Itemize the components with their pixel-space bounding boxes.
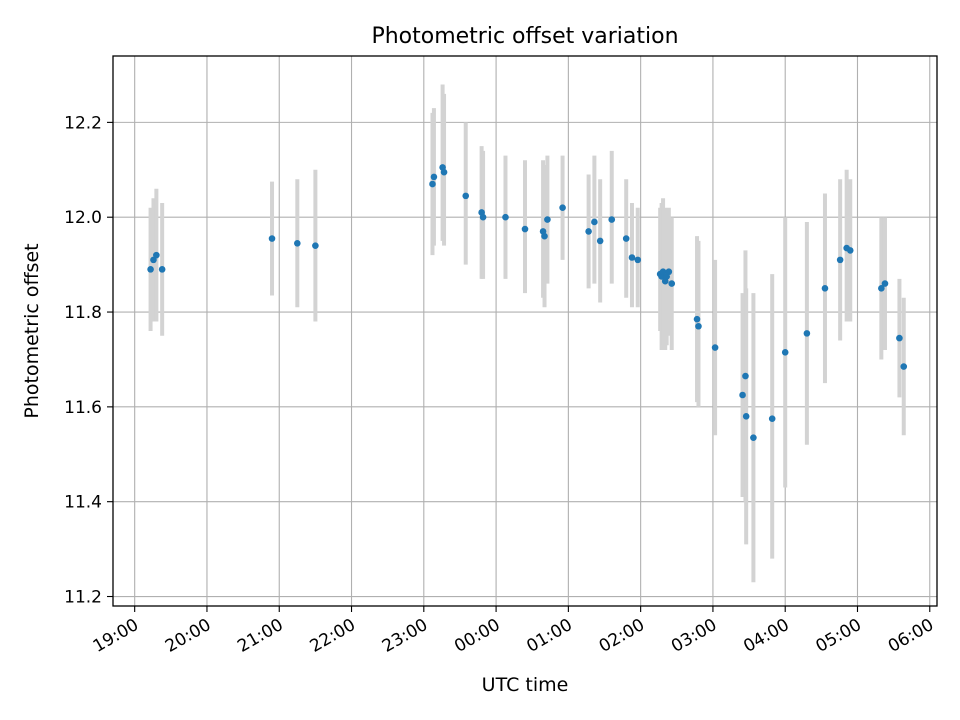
data-point xyxy=(628,254,636,261)
data-point xyxy=(846,247,854,254)
data-point xyxy=(750,434,757,441)
data-point xyxy=(739,391,746,399)
data-point xyxy=(803,330,811,337)
data-point xyxy=(153,251,160,259)
x-axis-label: UTC time xyxy=(482,674,569,696)
data-points xyxy=(147,164,908,441)
plot-frame xyxy=(112,55,938,607)
x-tick-label: 19:00 xyxy=(90,615,142,657)
data-point xyxy=(896,334,903,342)
data-point xyxy=(668,280,676,287)
data-point xyxy=(312,242,319,249)
data-point xyxy=(711,344,719,351)
chart-title: Photometric offset variation xyxy=(371,24,678,49)
y-tick-label: 11.8 xyxy=(64,303,102,323)
data-point xyxy=(429,180,436,188)
data-point xyxy=(502,213,509,221)
y-tick-label: 12.0 xyxy=(64,208,102,228)
data-point xyxy=(622,235,630,242)
data-point xyxy=(462,192,470,200)
data-point xyxy=(742,413,750,420)
data-point xyxy=(268,235,276,242)
data-point xyxy=(878,285,885,292)
data-point xyxy=(147,266,154,273)
data-point xyxy=(585,228,592,235)
data-point xyxy=(836,256,844,264)
data-point xyxy=(821,285,829,292)
data-point xyxy=(659,268,667,276)
x-tick-label: 03:00 xyxy=(668,615,720,657)
y-tick-label: 11.2 xyxy=(64,588,102,608)
x-tick-label: 21:00 xyxy=(234,615,286,657)
y-tick-label: 11.6 xyxy=(64,398,102,418)
data-point xyxy=(150,256,157,264)
y-axis-label: Photometric offset xyxy=(21,243,43,418)
data-point xyxy=(544,216,551,223)
data-point xyxy=(608,216,616,223)
x-tick-label: 22:00 xyxy=(307,615,359,657)
data-point xyxy=(695,322,702,330)
x-tick-label: 23:00 xyxy=(379,615,431,657)
data-point xyxy=(541,232,548,240)
x-tick-label: 01:00 xyxy=(523,615,575,657)
data-point xyxy=(742,372,749,380)
x-tick-label: 06:00 xyxy=(885,615,937,657)
x-tick-label: 20:00 xyxy=(162,615,214,657)
x-axis-ticks: 19:00 20:00 21:00 22:00 23:00 00:00 01:00 02:00… xyxy=(90,606,937,657)
data-point xyxy=(158,266,166,273)
grid xyxy=(113,56,937,606)
data-point xyxy=(781,349,789,356)
data-point xyxy=(634,256,642,264)
data-point xyxy=(440,168,448,176)
data-point xyxy=(294,239,301,247)
data-point xyxy=(521,225,529,233)
data-point xyxy=(881,280,889,287)
data-point xyxy=(479,213,487,221)
y-tick-label: 12.2 xyxy=(64,113,102,133)
data-point xyxy=(693,315,701,323)
data-point xyxy=(559,204,566,212)
data-point xyxy=(768,415,776,423)
data-point xyxy=(596,237,604,245)
y-axis-ticks: 11.2 11.4 11.6 11.8 12.0 12.2 xyxy=(64,113,113,608)
data-point xyxy=(591,218,598,226)
data-point xyxy=(430,173,438,181)
error-bars xyxy=(148,84,906,583)
x-tick-label: 02:00 xyxy=(596,615,648,657)
data-point xyxy=(900,363,908,370)
y-tick-label: 11.4 xyxy=(64,493,102,513)
x-tick-label: 04:00 xyxy=(740,615,792,657)
data-point xyxy=(665,268,673,276)
x-tick-label: 05:00 xyxy=(813,615,865,657)
x-tick-label: 00:00 xyxy=(451,615,503,657)
